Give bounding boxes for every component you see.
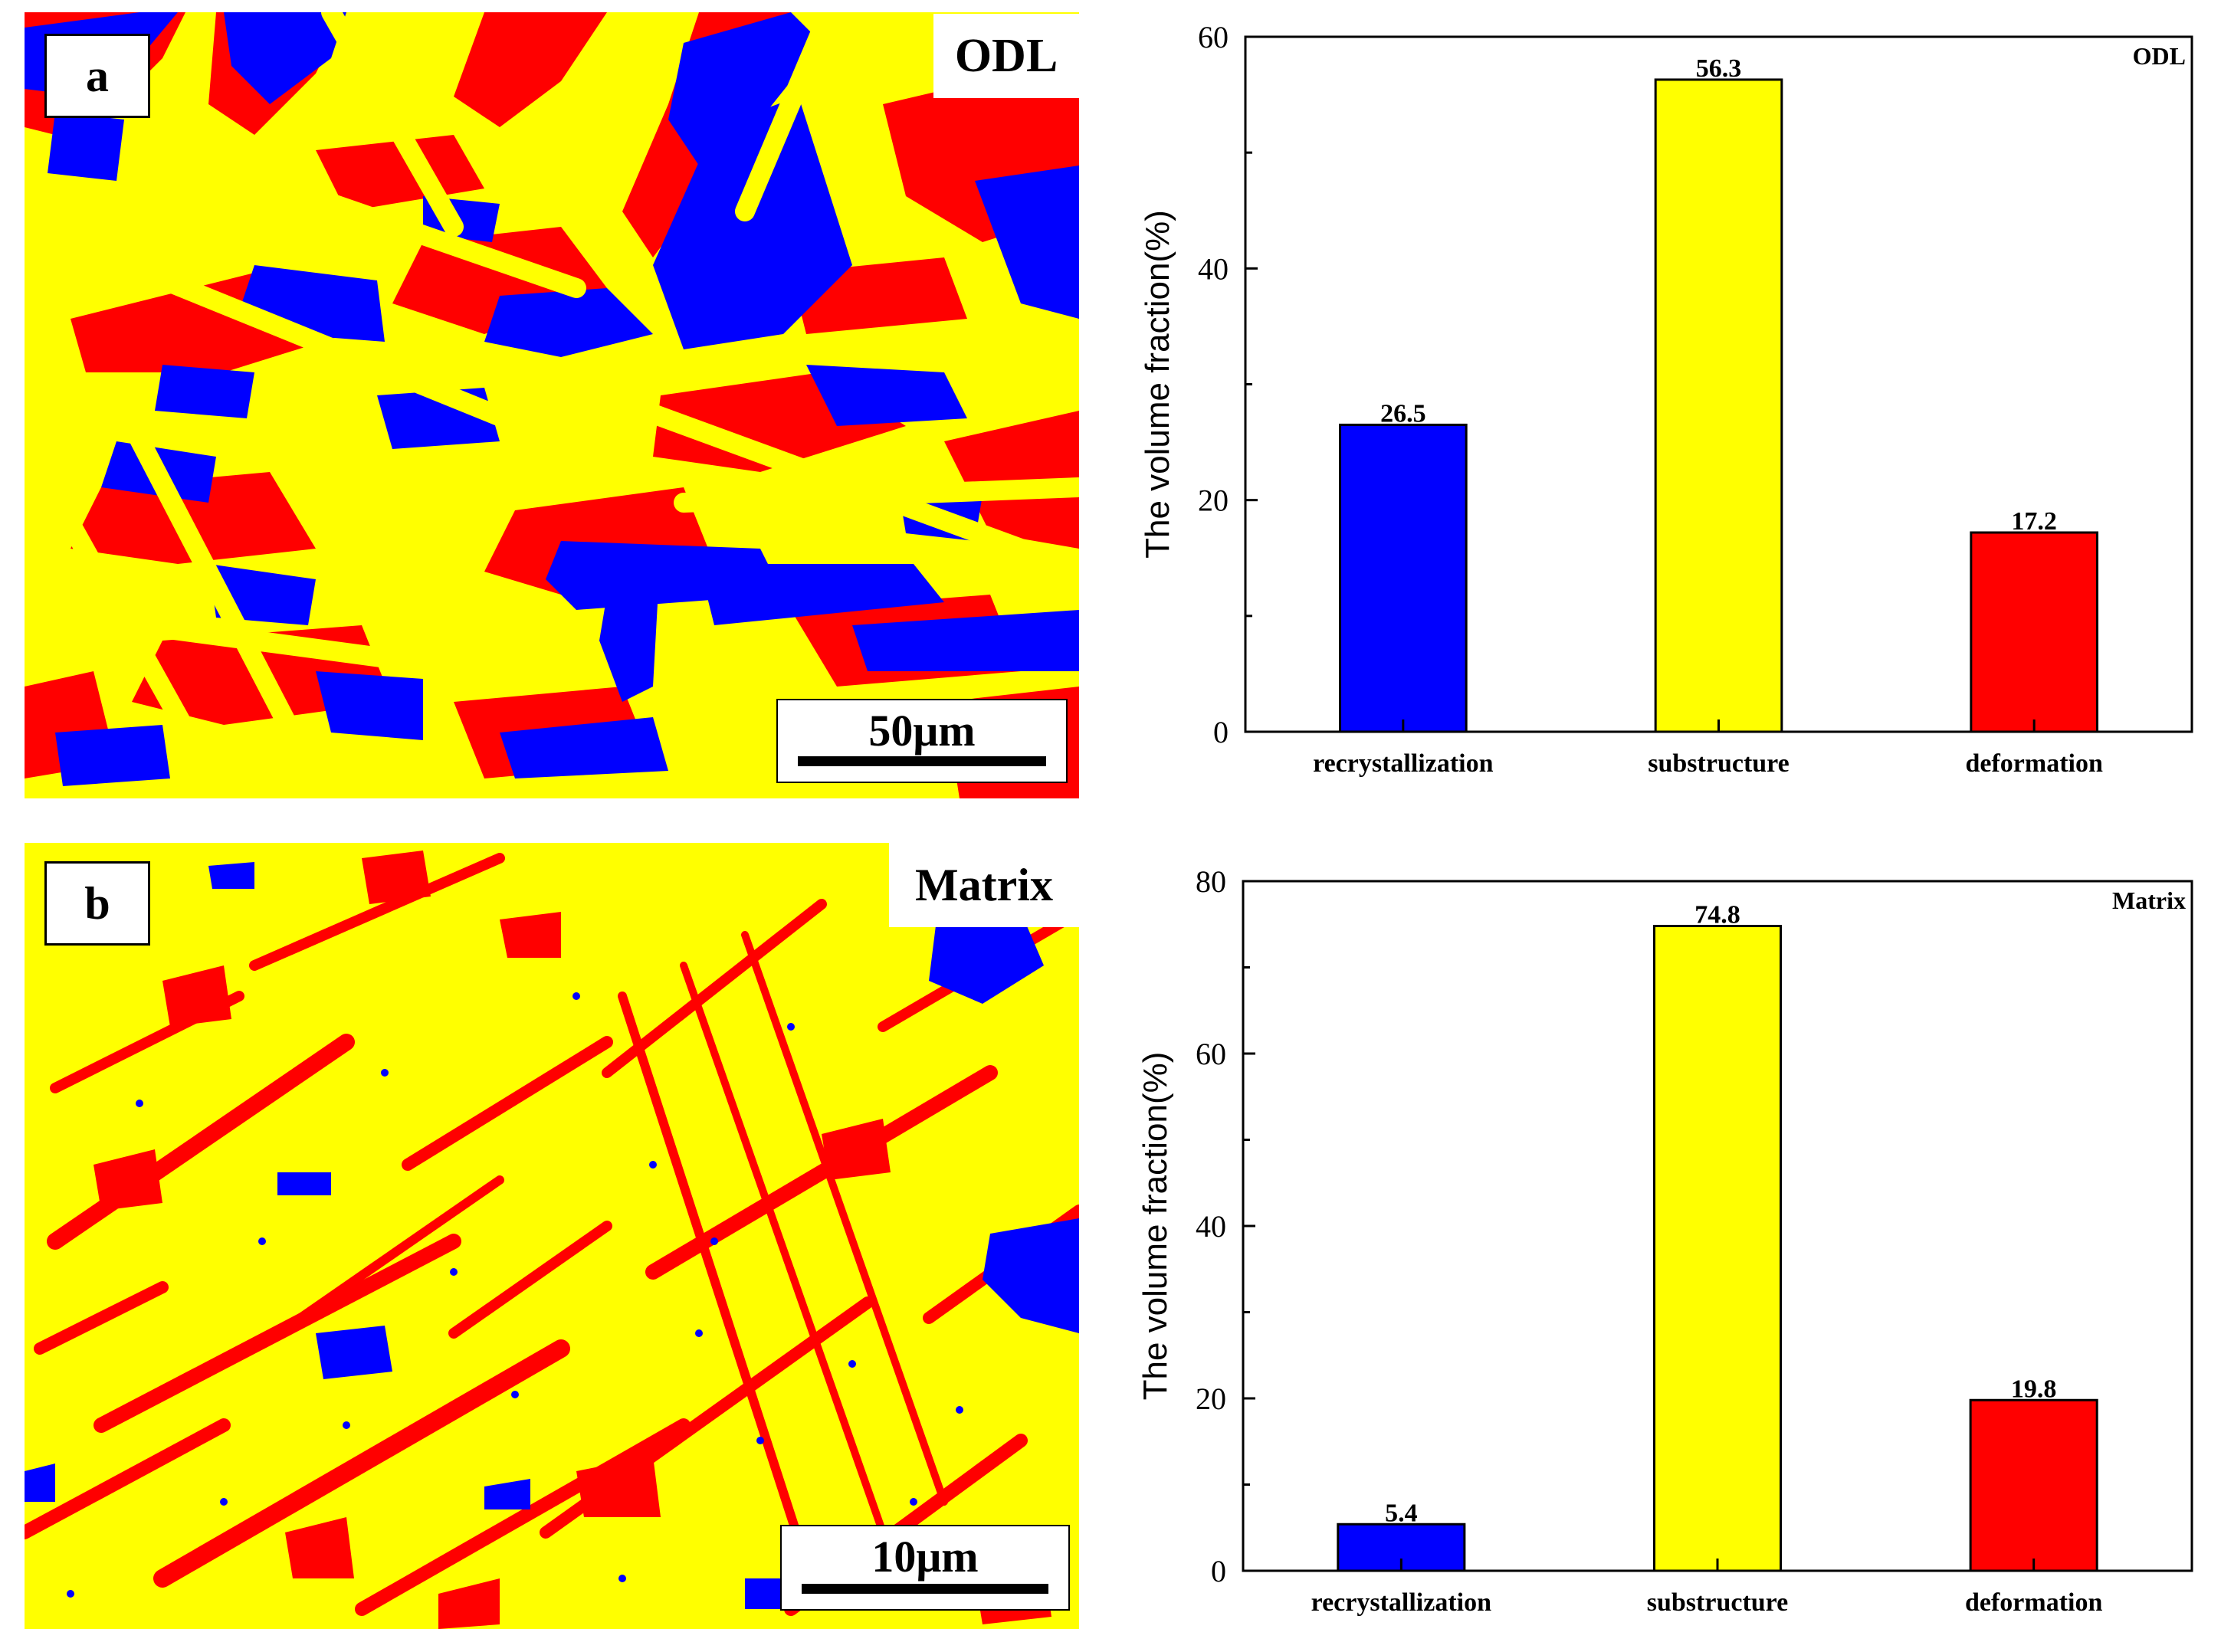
recrystallization-dots [67,992,963,1598]
y-tick-label: 20 [1198,483,1229,518]
scalebar-a-label: 50μm [868,706,976,756]
region-label-odl: ODL [933,14,1079,98]
scalebar-a: 50μm [776,699,1068,783]
scalebar-b-label: 10μm [871,1532,979,1582]
bar-recrystallization [1339,423,1468,733]
x-category-label: deformation [1965,749,2103,778]
bar-deformation [1969,1398,2098,1572]
ebsd-map-matrix [25,843,1079,1629]
chart-odl-svg: 0 20 40 60 The volume fraction(%) 26.5 recryst… [1139,20,2193,778]
y-tick-label: 40 [1196,1209,1226,1244]
ebsd-map-odl-graphic [25,12,1079,798]
y-tick-label: 20 [1196,1382,1226,1416]
bar-value-label: 26.5 [1380,399,1426,428]
bar-value-label: 19.8 [2011,1375,2057,1403]
y-tick-label: 0 [1211,1554,1226,1588]
y-tick-label: 80 [1196,864,1226,899]
x-category-label: recrystallization [1313,749,1494,778]
bar-value-label: 56.3 [1696,54,1742,83]
x-category-label: substructure [1647,1588,1789,1617]
substructure-laths [25,12,1079,798]
scalebar-b-line [802,1584,1048,1594]
bar-substructure [1652,925,1783,1572]
x-category-label: substructure [1648,749,1790,778]
chart-matrix-svg: 0 20 40 60 80 The volume fraction(%) 5.4 recrys… [1137,864,2193,1617]
y-tick-label: 60 [1196,1037,1226,1071]
scalebar-b: 10μm [780,1525,1070,1611]
panel-a-label: a [44,34,150,118]
bar-value-label: 5.4 [1385,1499,1418,1527]
bar-recrystallization [1337,1523,1466,1572]
y-tick-label: 40 [1198,251,1229,286]
y-axis-label: The volume fraction(%) [1137,1052,1174,1401]
chart-annotation: Matrix [2112,887,2186,914]
chart-matrix: 0 20 40 60 80 The volume fraction(%) 5.4 recrys… [0,826,2221,1652]
bar-value-label: 74.8 [1694,901,1740,929]
ebsd-map-odl [25,12,1079,798]
bar-substructure [1654,78,1783,733]
x-category-label: recrystallization [1311,1588,1492,1617]
chart-odl: 0 20 40 60 The volume fraction(%) 26.5 recryst… [1139,20,2193,778]
chart-annotation: ODL [2133,42,2186,70]
y-tick-label: 60 [1198,20,1229,54]
scalebar-a-line [798,756,1046,766]
x-category-label: deformation [1965,1588,2103,1617]
y-tick-label: 0 [1213,715,1229,749]
deformation-spots [93,851,1051,1629]
y-axis-label: The volume fraction(%) [1139,210,1176,559]
bar-value-label: 17.2 [2011,507,2057,536]
region-label-matrix: Matrix [889,843,1079,927]
panel-b-label: b [44,861,150,946]
bar-deformation [1970,531,2098,733]
